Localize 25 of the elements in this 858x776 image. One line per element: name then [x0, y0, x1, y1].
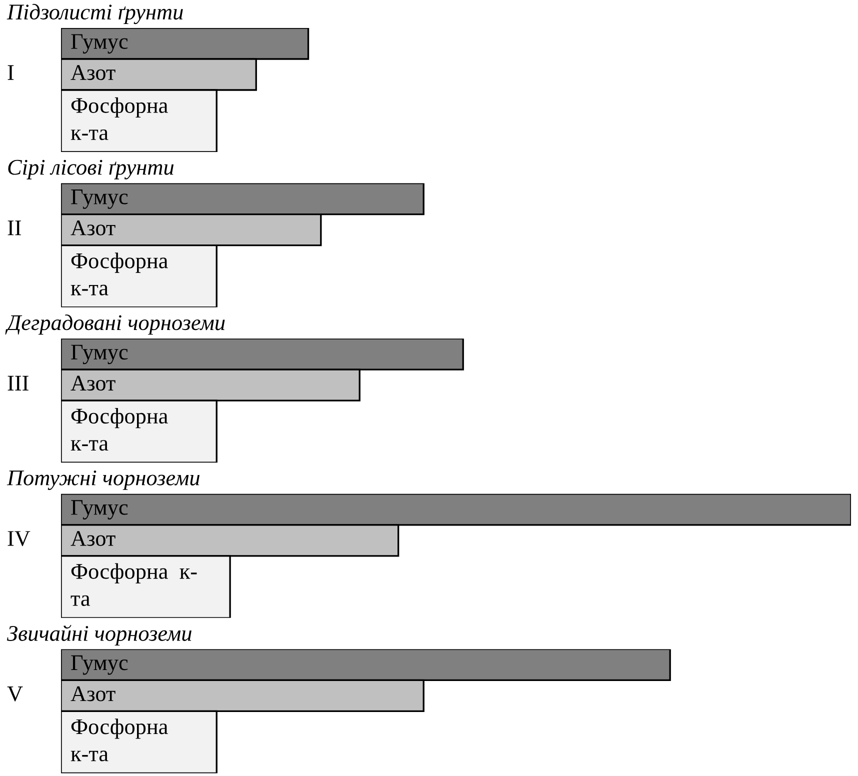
annotation: Підзолисті ґрунти [6, 4, 183, 24]
y-tick-label: Гумус [71, 655, 128, 675]
y-tick-label: Азот [70, 220, 116, 236]
y-tick-label: Азот [70, 686, 116, 702]
y-tick-label: Гумус [71, 500, 128, 520]
y-tick-label: Азот [70, 65, 116, 80]
y-tick-label: Азот [70, 531, 116, 546]
text: V [7, 686, 23, 702]
text: II [8, 220, 22, 236]
y-tick-label: Гумус [71, 34, 128, 54]
y-tick-label: Фосфорна к-та [70, 408, 168, 451]
text: I [8, 65, 14, 80]
y-tick-label: Фосфорна к-та [70, 252, 168, 296]
text: III [8, 376, 28, 390]
y-tick-label: Фосфорна к-та [70, 718, 168, 762]
text: IV [8, 531, 30, 546]
annotation: Звичайні чорноземи [7, 624, 192, 646]
y-tick-label: Гумус [71, 344, 128, 364]
annotation: Сірі лісові ґрунти [8, 160, 174, 180]
annotation: Потужні чорноземи [6, 470, 200, 490]
y-tick-label: Фосфорна к- та [70, 563, 197, 606]
y-tick-label: Фосфорна к-та [70, 97, 168, 140]
annotation: Деградовані чорноземи [5, 314, 225, 335]
y-tick-label: Гумус [71, 190, 128, 209]
y-tick-label: Азот [70, 376, 116, 391]
